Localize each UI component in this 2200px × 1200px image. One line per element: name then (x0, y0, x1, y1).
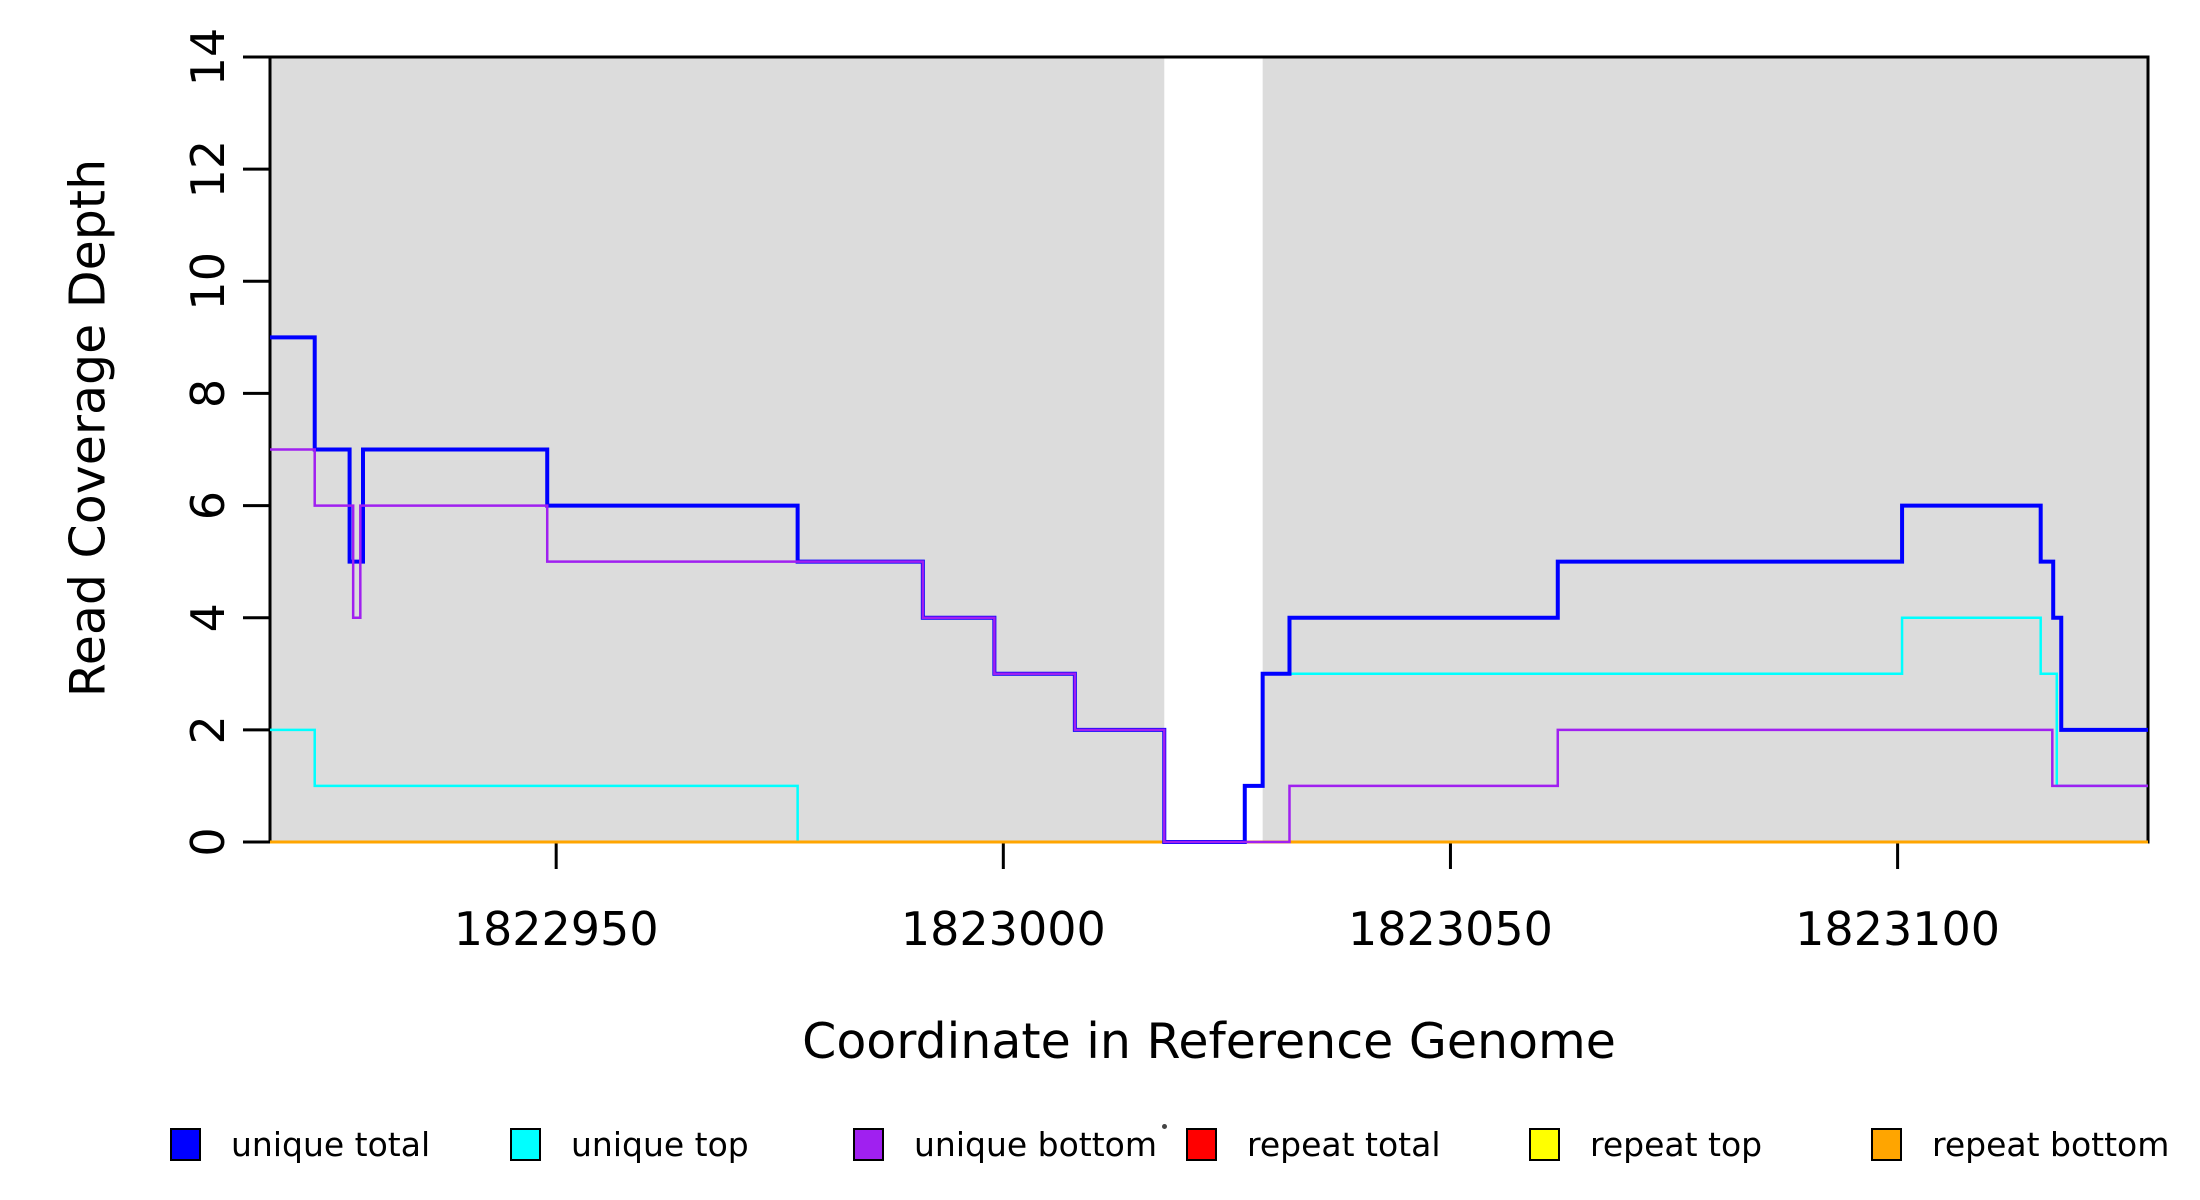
legend-label: unique bottom (914, 1124, 1158, 1164)
legend-label: repeat total (1247, 1124, 1441, 1164)
x-tick-label: 1822950 (454, 902, 659, 956)
legend-item-unique-bottom: unique bottom (853, 1122, 1157, 1166)
y-tick-label: 12 (181, 140, 235, 199)
legend-label: unique total (231, 1124, 431, 1164)
series-unique-bottom (270, 448, 2148, 844)
y-tick-label: 14 (181, 28, 235, 87)
legend-label: repeat bottom (1932, 1124, 2170, 1164)
legend-item-unique-top: unique top (510, 1122, 749, 1166)
x-axis-title: Coordinate in Reference Genome (802, 1013, 1616, 1070)
y-tick-label: 10 (181, 252, 235, 311)
y-tick-label: 6 (181, 491, 235, 520)
legend-item-repeat-top: repeat top (1529, 1122, 1762, 1166)
legend-label: unique top (571, 1124, 749, 1164)
x-tick-label: 1823100 (1795, 902, 2000, 956)
x-tick-label: 1823000 (901, 902, 1106, 956)
legend-swatch-unique-bottom (853, 1127, 884, 1161)
legend-swatch-repeat-bottom (1871, 1127, 1902, 1161)
legend-swatch-repeat-top (1529, 1127, 1560, 1161)
legend-swatch-repeat-total (1186, 1127, 1217, 1161)
y-axis-title: Read Coverage Depth (59, 158, 117, 698)
y-tick-label: 0 (181, 827, 235, 856)
legend-label: repeat top (1590, 1124, 1763, 1164)
shaded-alignment-region (1262, 57, 2148, 842)
legend-swatch-unique-top (510, 1127, 541, 1161)
y-tick-label: 8 (181, 379, 235, 408)
legend-item-repeat-bottom: repeat bottom (1871, 1122, 2169, 1166)
x-tick-label: 1823050 (1348, 902, 1553, 956)
y-tick-label: 4 (181, 603, 235, 632)
legend-swatch-unique-total (170, 1127, 201, 1161)
stray-dot-artifact (1162, 1124, 1167, 1129)
y-tick-label: 2 (181, 715, 235, 744)
legend-item-unique-total: unique total (170, 1122, 430, 1166)
legend-item-repeat-total: repeat total (1186, 1122, 1441, 1166)
